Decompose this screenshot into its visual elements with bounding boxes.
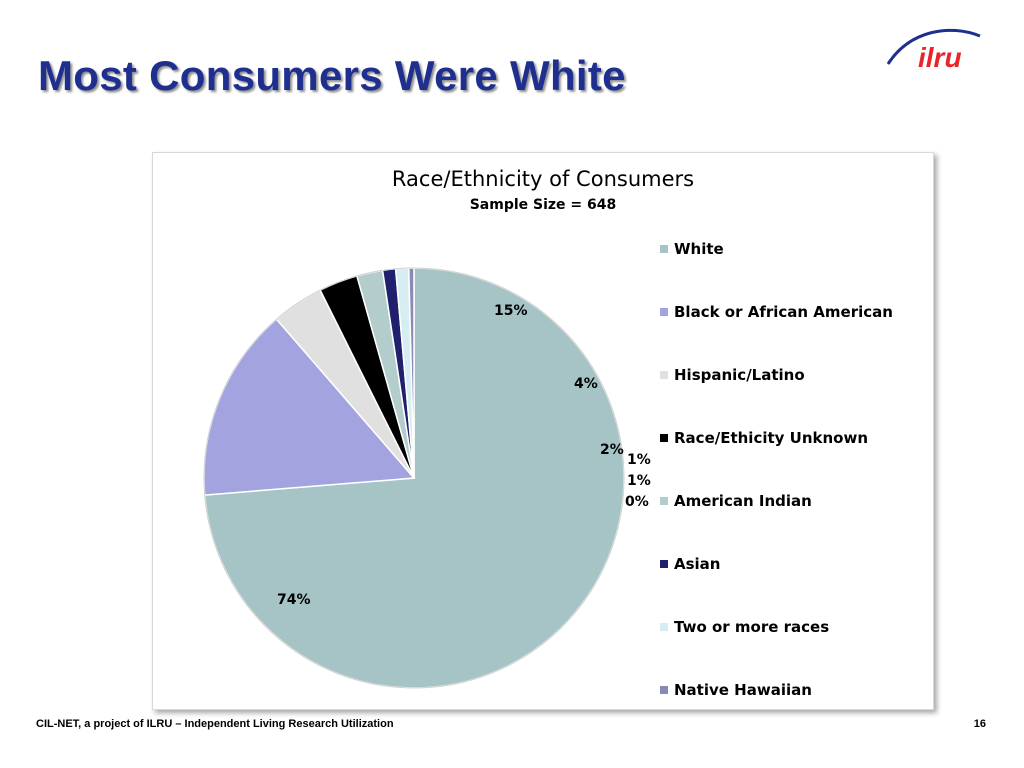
chart-subtitle: Sample Size = 648 <box>469 197 617 213</box>
legend-swatch <box>660 623 668 631</box>
pie-outline <box>203 267 625 689</box>
logo-swoosh-icon <box>886 28 981 65</box>
legend-swatch <box>660 371 668 379</box>
slice-label: 74% <box>277 592 311 608</box>
legend-item: American Indian <box>660 491 812 511</box>
legend-item: Race/Ethicity Unknown <box>660 428 868 448</box>
legend-label: American Indian <box>674 492 812 510</box>
slice-label: 4% <box>574 376 598 392</box>
legend-label: White <box>674 240 724 258</box>
legend-item: Hispanic/Latino <box>660 365 805 385</box>
ilru-logo: ilru <box>886 28 981 73</box>
legend-swatch <box>660 308 668 316</box>
footer-text: CIL-NET, a project of ILRU – Independent… <box>36 718 394 730</box>
legend-item: Asian <box>660 554 720 574</box>
legend-swatch <box>660 686 668 694</box>
slide-title: Most Consumers Were White <box>38 52 626 99</box>
page-number: 16 <box>973 718 986 730</box>
logo-text: ilru <box>918 42 962 73</box>
legend-item: White <box>660 239 724 259</box>
legend-swatch <box>660 497 668 505</box>
slice-label: 0% <box>625 494 649 510</box>
pie-chart: 74% 15% 4% 2%1% 1% 0% <box>203 267 651 689</box>
legend-swatch <box>660 434 668 442</box>
legend-label: Black or African American <box>674 303 893 321</box>
legend-label: Two or more races <box>674 618 830 636</box>
legend-label: Race/Ethicity Unknown <box>674 429 869 447</box>
chart-panel: Race/Ethnicity of Consumers Sample Size … <box>152 152 934 710</box>
slice-label: 2% <box>600 442 624 458</box>
legend-label: Asian <box>674 555 721 573</box>
slice-label: 15% <box>494 303 528 319</box>
slice-label: 1% <box>627 473 651 489</box>
legend-item: Black or African American <box>660 302 893 322</box>
legend-item: Two or more races <box>660 617 829 637</box>
slice-label: 1% <box>627 452 651 468</box>
legend-swatch <box>660 245 668 253</box>
legend-item: Native Hawaiian <box>660 680 812 700</box>
legend-label: Hispanic/Latino <box>674 366 805 384</box>
legend-label: Native Hawaiian <box>674 681 812 699</box>
chart-title: Race/Ethnicity of Consumers <box>391 167 695 191</box>
legend-swatch <box>660 560 668 568</box>
